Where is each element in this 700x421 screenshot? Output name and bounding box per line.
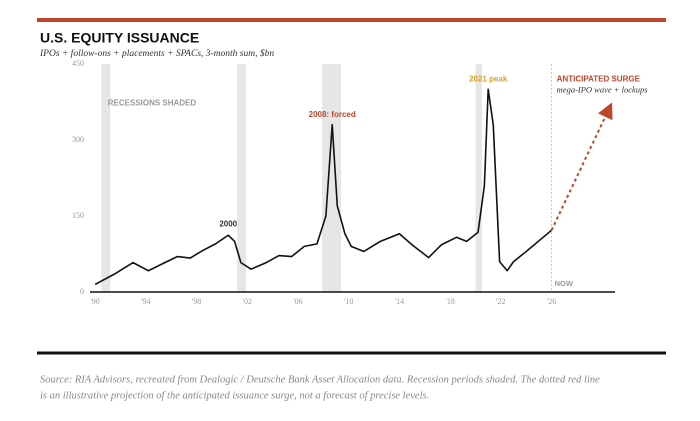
recession-band <box>101 64 111 292</box>
plot-area: 0 150 300 450 '90 '94 '98 '02 '06 '10 '14 '18 '22 '26… <box>72 59 648 306</box>
data-line <box>94 88 553 286</box>
chart-title: U.S. EQUITY ISSUANCE <box>40 30 199 46</box>
now-label: NOW <box>555 279 574 288</box>
x-tick-label: '10 <box>344 297 353 306</box>
x-tick-label: '90 <box>90 297 99 306</box>
y-tick-label: 150 <box>72 211 84 220</box>
x-tick-label: '06 <box>293 297 302 306</box>
x-tick-label: '22 <box>496 297 505 306</box>
annotation: 2008: forced <box>309 110 356 119</box>
annotation: ANTICIPATED SURGE <box>557 74 641 83</box>
annotation: 2021 peak <box>469 74 508 83</box>
annotation: mega-IPO wave + lockups <box>557 84 649 94</box>
recession-band <box>237 64 246 292</box>
recession-band <box>322 64 342 292</box>
y-tick-label: 300 <box>72 135 84 144</box>
x-tick-label: '18 <box>445 297 454 306</box>
x-tick-label: '02 <box>243 297 252 306</box>
x-tick-label: '98 <box>192 297 201 306</box>
annotation: RECESSIONS SHADED <box>108 99 197 108</box>
source-note: Source: RIA Advisors, recreated from Dea… <box>40 374 600 385</box>
projection-line <box>550 102 613 231</box>
x-tick-label: '26 <box>547 297 556 306</box>
y-tick-label: 0 <box>80 287 84 296</box>
chart-subtitle: IPOs + follow-ons + placements + SPACs, … <box>39 48 274 59</box>
recession-band <box>475 64 482 292</box>
x-tick-label: '14 <box>395 297 404 306</box>
x-tick-label: '94 <box>141 297 150 306</box>
source-note: is an illustrative projection of the ant… <box>40 390 429 401</box>
y-tick-label: 450 <box>72 59 84 68</box>
annotation: 2000 <box>219 220 237 229</box>
